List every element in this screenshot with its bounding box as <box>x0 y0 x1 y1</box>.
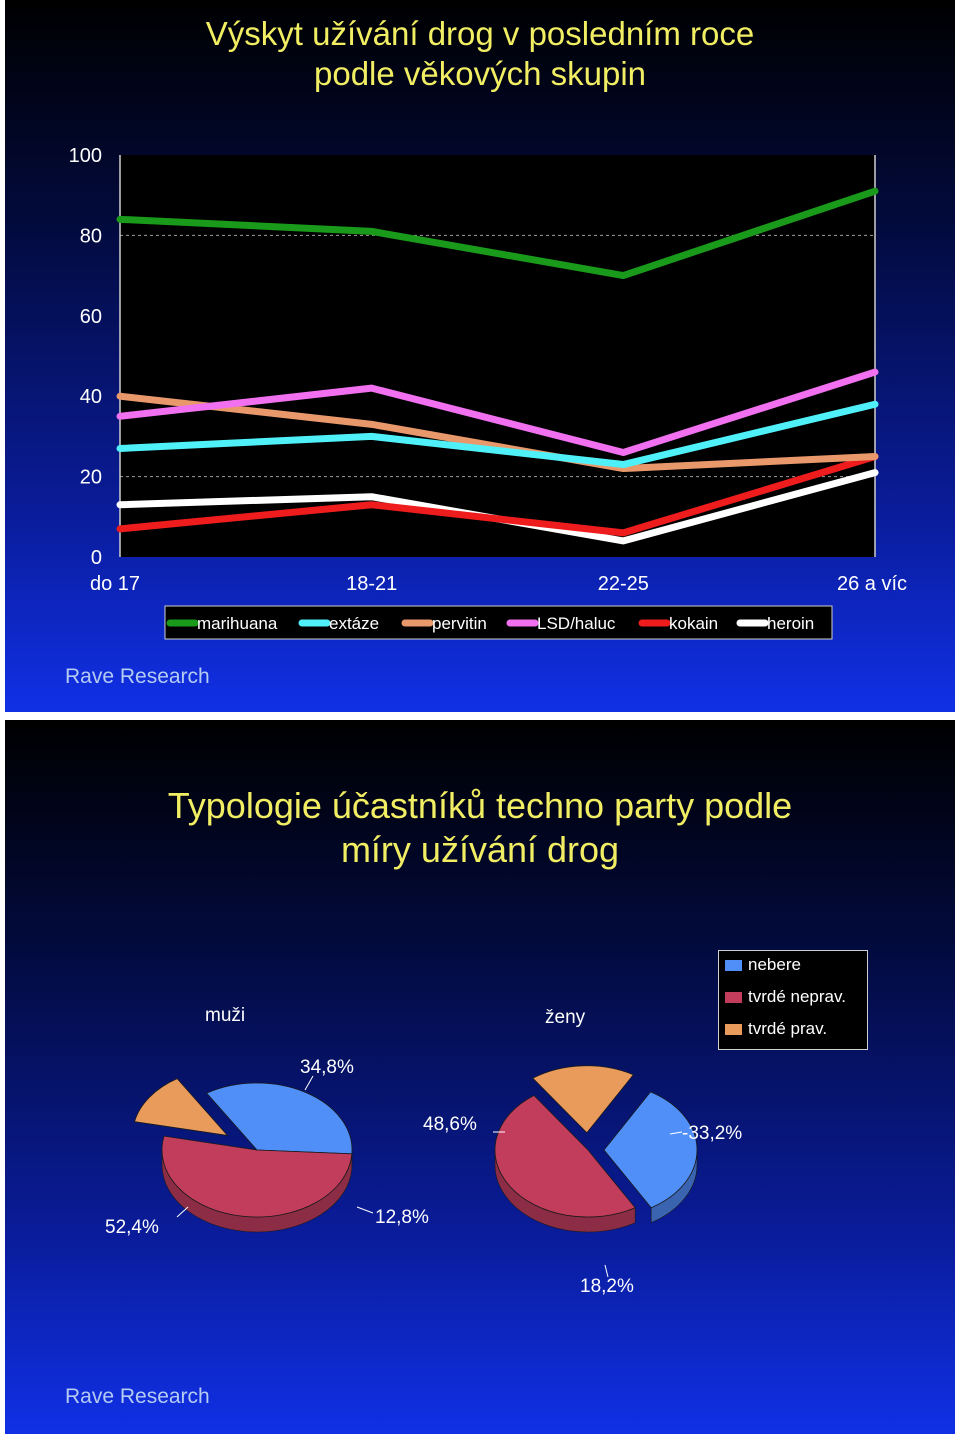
leader-line <box>604 1264 609 1278</box>
series-line-marihuana <box>116 187 879 280</box>
legend-label: extáze <box>329 614 379 633</box>
legend-swatch <box>725 1024 742 1035</box>
title-line-2: podle věkových skupin <box>313 55 647 93</box>
pie-slice-tvrd-prav- <box>134 1078 229 1137</box>
slice-label-zeny-tvrde-neprav: 48,6% <box>423 1114 477 1135</box>
title-line-2: míry užívání drog <box>340 828 620 870</box>
pie-ženy <box>494 1065 698 1233</box>
series-line-ext-ze <box>116 400 879 469</box>
series-line-pervitin <box>116 392 879 473</box>
leader-line <box>304 1075 314 1091</box>
leader-line <box>356 1206 374 1214</box>
pie-muži <box>134 1078 353 1233</box>
pie-legend: nebere tvrdé neprav. tvrdé prav. <box>718 950 868 1050</box>
y-tick-label: 40 <box>80 386 102 408</box>
pie-title-zeny: ženy <box>545 1007 586 1028</box>
pie-slice-nebere <box>205 1082 353 1155</box>
legend-label: pervitin <box>432 614 487 633</box>
x-tick-label: do 17 <box>90 573 140 595</box>
slice-label-muzi-tvrde-prav: 12,8% <box>375 1207 429 1228</box>
legend-box <box>164 605 833 640</box>
slide-title: Výskyt užívání drog v posledním roce pod… <box>5 14 955 95</box>
slice-label-muzi-tvrde-neprav: 52,4% <box>105 1217 159 1238</box>
pie-slice-tvrd-neprav- <box>494 1094 636 1218</box>
pie-title-muzi: muži <box>205 1005 246 1026</box>
pie-chart-slide: Typologie účastníků techno party podle m… <box>5 720 955 1434</box>
legend-label: nebere <box>748 955 801 974</box>
pie-charts <box>134 1065 698 1278</box>
legend-label: tvrdé neprav. <box>748 987 846 1006</box>
line-legend: marihuana extáze pervitin LSD/haluc kokain he… <box>164 605 833 640</box>
slice-label-muzi-nebere: 34,8% <box>300 1057 354 1078</box>
y-tick-label: 60 <box>80 306 102 328</box>
slice-label-zeny-tvrde-prav: 18,2% <box>580 1276 634 1297</box>
legend-label: tvrdé prav. <box>748 1019 828 1038</box>
pie-slice-tvrd-prav- <box>532 1065 634 1134</box>
leader-line <box>669 1131 683 1135</box>
legend-label: LSD/haluc <box>537 614 616 633</box>
pie-slice-tvrd-neprav- <box>161 1135 353 1218</box>
footer-credit: Rave Research <box>65 665 210 688</box>
y-tick-label: 100 <box>69 145 102 167</box>
legend-swatch <box>725 992 742 1003</box>
y-tick-label: 80 <box>80 225 102 247</box>
legend-swatch <box>725 960 742 971</box>
line-chart-slide: Výskyt užívání drog v posledním roce pod… <box>5 0 955 712</box>
series-line-kokain <box>116 453 879 537</box>
y-tick-label: 20 <box>80 467 102 489</box>
pie-slice-nebere <box>603 1091 698 1209</box>
legend-label: heroin <box>767 614 814 633</box>
footer-credit: Rave Research <box>65 1385 210 1408</box>
legend-label: marihuana <box>197 614 278 633</box>
slice-label-zeny-nebere: -33,2% <box>682 1123 743 1144</box>
title-line-1: Výskyt užívání drog v posledním roce <box>205 15 755 52</box>
x-tick-label: 26 a víc <box>837 573 907 595</box>
plot-area <box>120 155 875 557</box>
leader-line <box>176 1206 189 1218</box>
legend-label: kokain <box>669 614 718 633</box>
title-line-1: Typologie účastníků techno party podle <box>167 785 793 826</box>
slide-title: Typologie účastníků techno party podle m… <box>5 784 955 872</box>
x-tick-label: 18-21 <box>346 573 397 595</box>
y-tick-label: 0 <box>91 547 102 569</box>
series-line-lsd-haluc <box>116 368 879 456</box>
x-tick-label: 22-25 <box>598 573 649 595</box>
